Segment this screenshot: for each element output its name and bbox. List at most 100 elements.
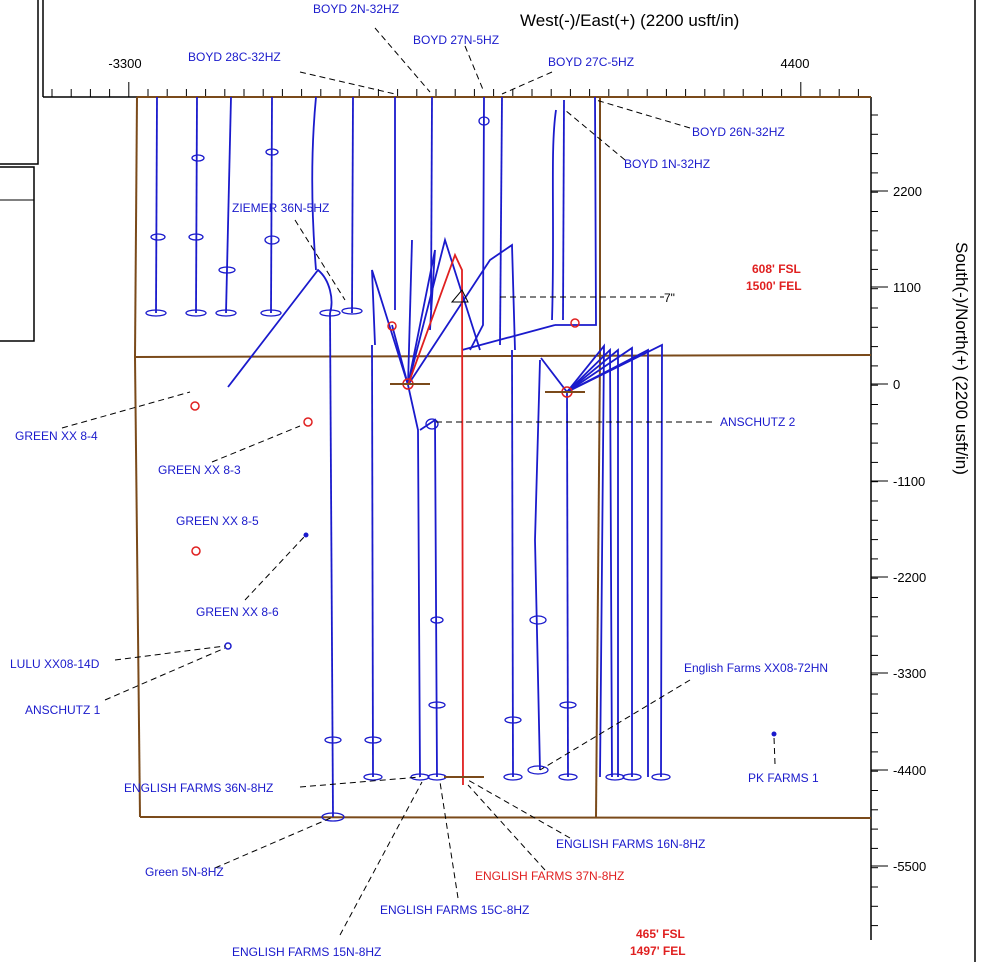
x-tick-label-4400: 4400 (781, 56, 810, 71)
x-axis (43, 82, 871, 98)
y-axis (870, 97, 888, 940)
y-tick-label-1100: 1100 (893, 280, 921, 295)
well-path (461, 324, 556, 351)
marker (265, 148, 279, 156)
marker (478, 116, 490, 126)
well-path (566, 346, 633, 777)
marker (527, 765, 549, 775)
surface-hole (570, 318, 580, 328)
marker (559, 701, 577, 709)
leader (244, 536, 305, 601)
surface-locations (190, 318, 777, 778)
well-path (407, 236, 481, 386)
label-english-16n: ENGLISH FARMS 16N-8HZ (556, 837, 705, 851)
well-path (511, 349, 514, 778)
well-path (566, 348, 619, 777)
y-tick-label-neg1100: -1100 (893, 474, 925, 489)
label-green-86: GREEN XX 8-6 (196, 605, 279, 619)
x-axis-title: West(-)/East(+) (2200 usft/in) (520, 11, 739, 30)
ziemer-path (227, 268, 333, 388)
well-path (555, 96, 597, 326)
marker (363, 773, 383, 781)
leader (564, 109, 626, 161)
well-path (566, 343, 605, 778)
label-anschutz-1: ANSCHUTZ 1 (25, 703, 101, 717)
top-fel: 1500' FEL (746, 279, 802, 293)
label-boyd-2n: BOYD 2N-32HZ (313, 2, 399, 16)
leader (339, 781, 423, 936)
marker (185, 309, 207, 317)
label-green-5n: Green 5N-8HZ (145, 865, 224, 879)
marker (503, 773, 523, 781)
bottom-fsl: 465' FSL (636, 927, 685, 941)
leader (214, 816, 334, 869)
green-85-shl (191, 546, 201, 556)
leader (299, 776, 421, 788)
label-ziemer: ZIEMER 36N-5HZ (232, 201, 329, 215)
label-boyd-27n: BOYD 27N-5HZ (413, 33, 499, 47)
well-path (562, 99, 565, 321)
label-boyd-28c: BOYD 28C-32HZ (188, 50, 281, 64)
legend-box-top (0, 0, 39, 165)
marker (428, 701, 446, 709)
leader (501, 71, 553, 95)
well-path (430, 96, 433, 311)
marker (529, 615, 547, 625)
leader (299, 71, 396, 95)
wellbore-markers (145, 116, 671, 822)
well-labels: BOYD 2N-32HZ BOYD 27N-5HZ BOYD 28C-32HZ … (10, 2, 828, 959)
marker (605, 773, 625, 781)
well-path (270, 96, 273, 314)
well-path (391, 324, 409, 386)
marker (410, 773, 430, 781)
well-path (407, 239, 413, 386)
y-tick-label-neg5500: -5500 (893, 859, 926, 874)
leader (773, 736, 776, 765)
well-path (225, 96, 232, 314)
well-path (371, 269, 409, 386)
y-tick-label-neg4400: -4400 (893, 763, 926, 778)
y-tick-label-2200: 2200 (893, 184, 922, 199)
marker (558, 773, 578, 781)
well-path (155, 96, 158, 314)
lease-lines (134, 96, 872, 819)
marker (218, 266, 236, 274)
label-english-72hn: English Farms XX08-72HN (684, 661, 828, 675)
leader (539, 679, 691, 771)
leader (464, 45, 485, 93)
y-tick-label-0: 0 (893, 377, 900, 392)
lease-line-center-lower (595, 356, 601, 818)
well-path (566, 391, 569, 778)
leader (294, 219, 346, 301)
leader (439, 781, 459, 899)
leader (467, 784, 546, 871)
lease-line-left-upper (134, 96, 138, 358)
leader-lines (61, 27, 776, 936)
angle-label: 7" (664, 291, 675, 305)
label-english-37n: ENGLISH FARMS 37N-8HZ (475, 869, 624, 883)
y-axis-title: South(-)/North(+) (2200 usft/in) (952, 242, 971, 475)
marker (321, 812, 345, 822)
label-pk-farms: PK FARMS 1 (748, 771, 819, 785)
marker (425, 418, 439, 430)
marker (622, 773, 642, 781)
well-path (566, 343, 663, 778)
green-86-shl (303, 532, 309, 538)
x-tick-label-neg3300: -3300 (108, 56, 141, 71)
lease-line-middle (134, 354, 872, 358)
leader (114, 645, 226, 661)
well-path (534, 359, 541, 771)
label-boyd-26n: BOYD 26N-32HZ (692, 125, 785, 139)
marker (260, 309, 282, 317)
y-tick-label-neg3300: -3300 (893, 666, 926, 681)
well-path (499, 96, 503, 346)
marker (504, 716, 522, 724)
label-english-15n: ENGLISH FARMS 15N-8HZ (232, 945, 381, 959)
label-green-84: GREEN XX 8-4 (15, 429, 98, 443)
angle-marker (450, 289, 469, 303)
legal-call-top: 608' FSL 1500' FEL (746, 262, 802, 293)
label-lulu: LULU XX08-14D (10, 657, 100, 671)
well-path (540, 357, 568, 393)
lower-well-paths (329, 312, 663, 818)
